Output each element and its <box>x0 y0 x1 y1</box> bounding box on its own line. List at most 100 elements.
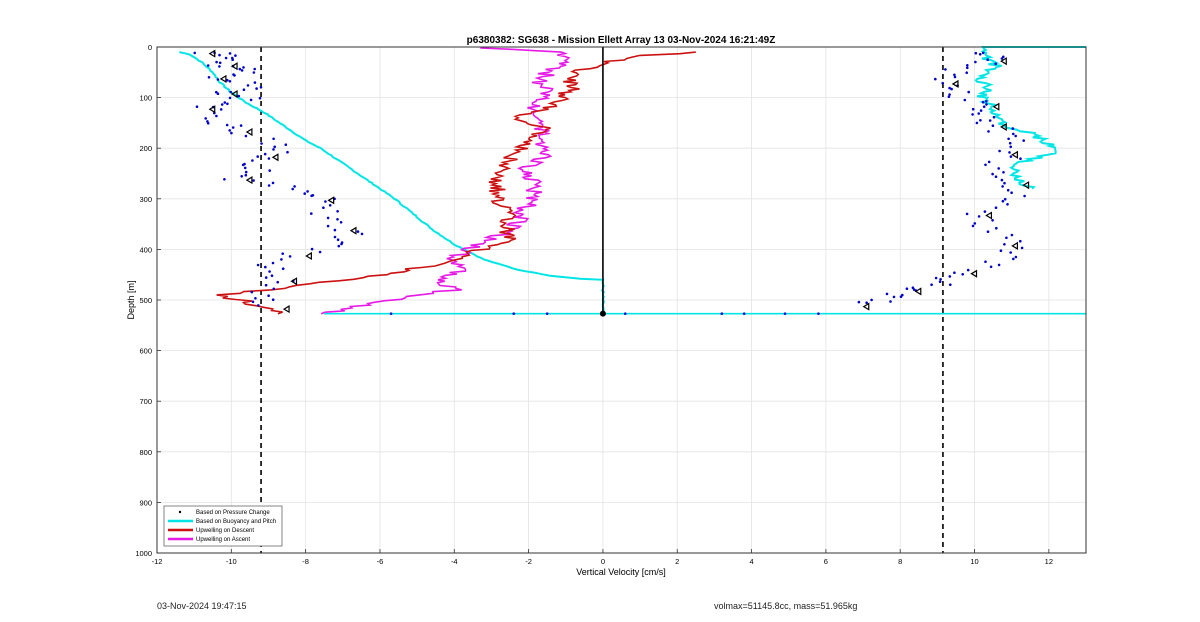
pressure-point-left <box>322 206 325 209</box>
marker-triangle <box>230 62 238 71</box>
pressure-point-left <box>233 74 236 77</box>
series-buoyancy-descent <box>179 51 605 314</box>
pressure-point-left <box>271 261 275 265</box>
pressure-point-left <box>251 159 254 162</box>
marker-triangle <box>1000 122 1007 132</box>
pressure-point-right <box>977 215 981 218</box>
pressure-point-left <box>231 126 235 129</box>
pressure-point-left <box>240 175 243 178</box>
pressure-point-left <box>195 105 199 108</box>
pressure-point-right <box>934 276 938 280</box>
pressure-point-right <box>953 73 956 77</box>
pressure-point-left <box>207 76 211 79</box>
pressure-point-bottom <box>389 312 393 315</box>
pressure-point-left <box>333 235 337 239</box>
pressure-point-right <box>1019 239 1022 243</box>
pressure-point-right <box>1006 188 1010 192</box>
pressure-point-left <box>228 129 231 132</box>
marker-triangle <box>951 79 959 88</box>
pressure-point-right <box>965 71 968 74</box>
x-tick-label: -8 <box>302 557 309 566</box>
pressure-point-right <box>997 167 1000 170</box>
pressure-point-right <box>987 130 990 133</box>
pressure-point-left <box>218 53 221 57</box>
pressure-point-left <box>267 157 271 160</box>
marker-triangle <box>992 102 1000 111</box>
pressure-point-left <box>260 142 263 145</box>
pressure-point-left <box>326 224 330 228</box>
pressure-point-right <box>1008 151 1011 154</box>
pressure-point-right <box>947 95 951 98</box>
x-tick-label: 0 <box>601 557 605 566</box>
pressure-point-left <box>280 258 283 261</box>
legend: Based on Pressure Change Based on Buoyan… <box>163 505 283 547</box>
pressure-point-right <box>1023 194 1026 198</box>
pressure-point-right <box>950 87 953 91</box>
marker-triangle <box>1000 57 1007 66</box>
x-tick-label: 10 <box>970 557 978 566</box>
pressure-point-right <box>1003 243 1006 246</box>
y-tick-label: 0 <box>148 43 152 52</box>
pressure-point-left <box>218 65 221 68</box>
x-tick-label: 4 <box>749 557 753 566</box>
pressure-point-bottom <box>742 312 746 315</box>
marker-triangle <box>305 251 312 261</box>
pressure-point-right <box>1009 251 1012 254</box>
pressure-point-right <box>1002 171 1005 174</box>
pressure-point-right <box>911 286 915 290</box>
pressure-point-left <box>253 67 256 71</box>
pressure-point-right <box>1001 185 1004 188</box>
pressure-point-left <box>252 71 256 74</box>
pressure-point-right <box>973 222 977 225</box>
x-tick-label: 6 <box>824 557 828 566</box>
pressure-point-left <box>256 263 260 267</box>
pressure-point-right <box>934 77 937 81</box>
pressure-point-left <box>318 250 322 254</box>
pressure-point-right <box>991 219 994 222</box>
pressure-point-right <box>1003 181 1006 185</box>
pressure-point-left <box>281 267 285 271</box>
pressure-point-left <box>271 181 275 185</box>
pressure-point-left <box>259 86 263 89</box>
pressure-point-left <box>216 78 220 81</box>
pressure-point-left <box>255 87 258 90</box>
pressure-point-right <box>979 109 983 112</box>
pressure-point-left <box>326 216 330 220</box>
pressure-point-left <box>268 169 272 172</box>
pressure-point-left <box>324 200 327 203</box>
pressure-point-right <box>971 113 974 116</box>
pressure-point-left <box>219 108 223 111</box>
pressure-point-right <box>1010 191 1013 194</box>
pressure-point-left <box>228 52 232 55</box>
axis-ticks: -12 -10 -8 -6 -4 -2 0 2 4 6 8 10 12 0 100 200 300 400 500 6… <box>135 43 1053 566</box>
pressure-point-right <box>948 93 951 96</box>
y-tick-label: 500 <box>139 296 152 305</box>
pressure-point-left <box>215 114 218 118</box>
pressure-point-left <box>253 81 257 84</box>
pressure-point-left <box>216 92 220 95</box>
pressure-point-left <box>224 56 228 60</box>
pressure-point-left <box>223 101 227 104</box>
pressure-point-bottom <box>623 312 627 315</box>
marker-triangle <box>914 287 922 296</box>
pressure-point-left <box>220 103 224 106</box>
pressure-point-right <box>997 263 1001 267</box>
pressure-point-right <box>1000 57 1004 60</box>
marker-triangle <box>245 127 253 137</box>
pressure-point-right <box>977 112 980 115</box>
marker-triangle <box>271 153 279 162</box>
pressure-point-right <box>965 212 969 216</box>
pressure-point-right <box>1009 155 1013 158</box>
pressure-point-left <box>226 78 229 82</box>
plot-area <box>179 46 1086 553</box>
x-tick-label: -2 <box>525 557 532 566</box>
y-tick-label: 300 <box>139 195 152 204</box>
pressure-point-left <box>254 297 257 300</box>
legend-item-buoyancy: Based on Buoyancy and Pitch <box>168 519 276 525</box>
pressure-point-right <box>985 100 988 103</box>
pressure-point-left <box>228 96 232 100</box>
pressure-point-right <box>986 58 989 61</box>
pressure-point-right <box>988 119 992 122</box>
pressure-point-left <box>273 145 277 149</box>
